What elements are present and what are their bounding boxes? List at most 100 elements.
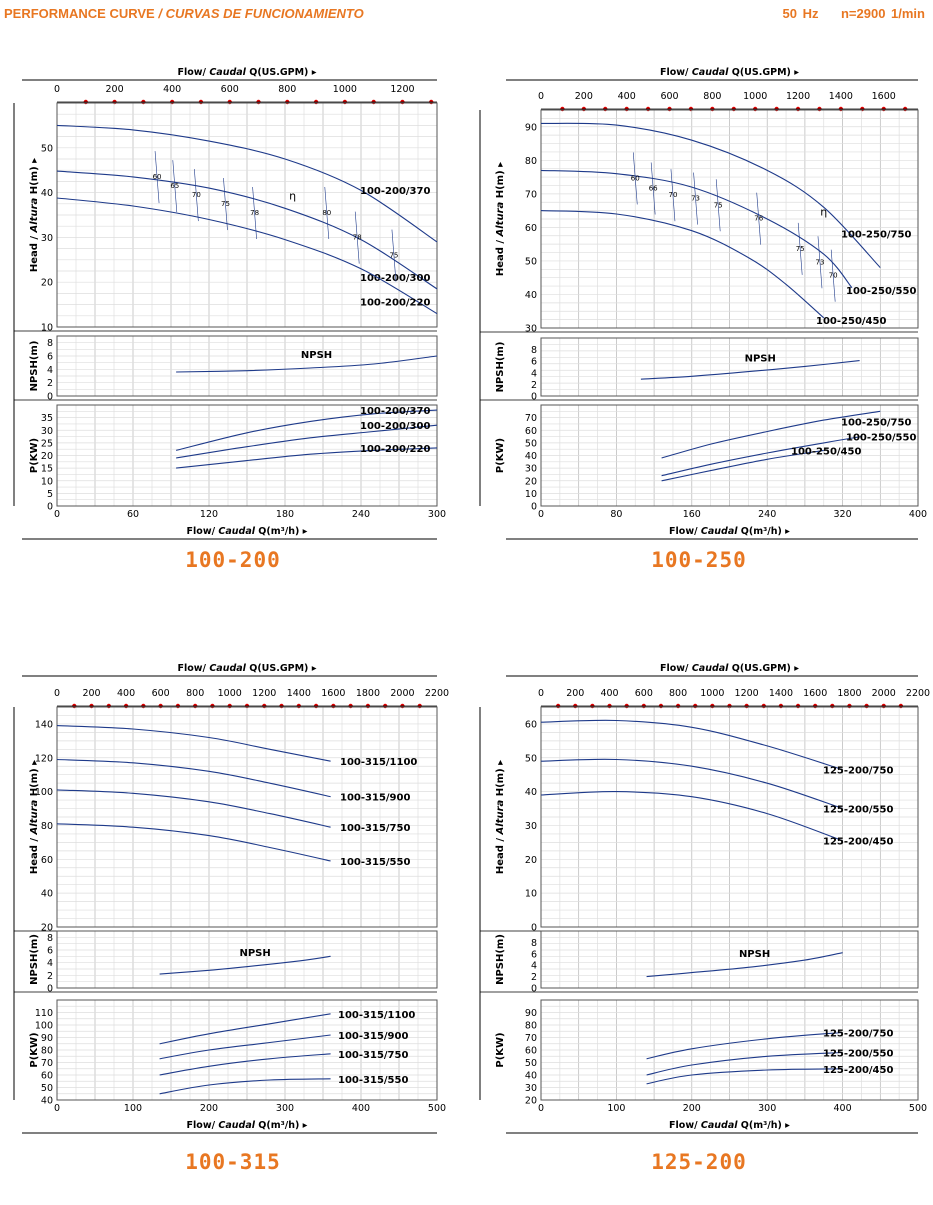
head-curve-label: 125-200/550 (823, 805, 893, 816)
npsh-tick-label: 4 (531, 368, 537, 379)
efficiency-line (223, 178, 228, 231)
npsh-tick-label: 6 (47, 352, 53, 363)
power-curve-label: 100-200/220 (360, 444, 430, 455)
gpm-tick-label: 1200 (735, 688, 759, 699)
grid (540, 109, 919, 329)
flow-tick-label: 300 (758, 1103, 776, 1114)
grid (540, 930, 919, 989)
power-axis-title: P(KW) (495, 438, 506, 473)
power-tick-label: 10 (41, 476, 53, 487)
chart-panel-100-250: Flow/ Caudal Q(US.GPM) ▸ 0 200 400 600 800 100… (466, 30, 932, 617)
power-tick-label: 20 (41, 451, 53, 462)
head-curve-label: 100-315/750 (340, 823, 410, 834)
head-curve (56, 197, 438, 315)
gpm-tick-label: 2000 (872, 688, 896, 699)
gpm-tick-label: 200 (106, 84, 124, 95)
gpm-tick-label: 400 (600, 688, 618, 699)
power-tick-label: 35 (41, 413, 53, 424)
header-title: PERFORMANCE CURVE / CURVAS DE FUNCIONAMI… (4, 6, 364, 21)
model-title: 125-200 (651, 1150, 747, 1174)
power-curve (175, 409, 438, 451)
power-tick-label: 60 (525, 426, 537, 437)
power-tick-label: 50 (525, 438, 537, 449)
chart-panel-100-200: Flow/ Caudal Q(US.GPM) ▸ 0 200 400 600 800 100… (0, 30, 466, 617)
power-curve-label: 100-250/750 (841, 417, 911, 428)
head-tick-label: 120 (35, 753, 53, 764)
head-curve-label: 100-200/220 (360, 298, 430, 309)
efficiency-label: η (289, 189, 296, 202)
model-title: 100-250 (651, 548, 747, 572)
head-curve (56, 758, 331, 798)
head-tick-label: 50 (525, 753, 537, 764)
efficiency-line (670, 169, 676, 222)
flow-tick-label: 120 (200, 509, 218, 520)
head-tick-label: 70 (525, 189, 537, 200)
efficiency-line (830, 249, 836, 302)
power-curve (661, 436, 862, 477)
power-curve-label: 125-200/550 (823, 1049, 893, 1060)
npsh-tick-label: 2 (531, 972, 537, 983)
gpm-tick-label: 1000 (333, 84, 357, 95)
efficiency-line (391, 229, 397, 282)
power-curve (661, 410, 881, 459)
gpm-tick-label: 2200 (906, 688, 930, 699)
head-tick-label: 20 (525, 855, 537, 866)
gpm-tick-label: 1000 (218, 688, 242, 699)
header-freq: 50 Hz (782, 6, 819, 21)
power-tick-label: 110 (35, 1008, 53, 1019)
gpm-tick-label: 1000 (700, 688, 724, 699)
power-curve (159, 1053, 331, 1076)
flow-tick-label: 320 (834, 509, 852, 520)
grid (540, 999, 919, 1101)
power-tick-label: 30 (525, 1083, 537, 1094)
head-curve (540, 169, 853, 289)
power-tick-label: 25 (41, 438, 53, 449)
head-curve (540, 210, 825, 319)
plot-frame (540, 999, 919, 1101)
efficiency-line (172, 160, 178, 213)
head-tick-label: 20 (41, 923, 53, 934)
gpm-tick-label: 400 (117, 688, 135, 699)
plot-frame (56, 335, 438, 397)
power-tick-label: 40 (525, 1071, 537, 1082)
page-header: PERFORMANCE CURVE / CURVAS DE FUNCIONAMI… (0, 0, 933, 28)
head-tick-label: 90 (525, 122, 537, 133)
flow-tick-label: 100 (124, 1103, 142, 1114)
head-tick-label: 60 (525, 223, 537, 234)
flow-tick-label: 160 (683, 509, 701, 520)
power-tick-label: 80 (41, 1046, 53, 1057)
npsh-tick-label: 8 (531, 938, 537, 949)
gpm-tick-label: 1600 (872, 91, 896, 102)
gpm-tick-label: 1200 (390, 84, 414, 95)
grid (540, 706, 919, 928)
power-curve-label: 100-200/370 (360, 406, 430, 417)
head-curve-label: 125-200/750 (823, 766, 893, 777)
head-curve-label: 100-315/550 (340, 857, 410, 868)
power-tick-label: 40 (41, 1096, 53, 1107)
grid (540, 404, 919, 507)
plot-frame (540, 109, 919, 329)
gpm-tick-label: 600 (152, 688, 170, 699)
power-curve (159, 1013, 331, 1045)
npsh-tick-label: 2 (531, 380, 537, 391)
head-tick-label: 10 (525, 889, 537, 900)
flow-tick-label: 300 (276, 1103, 294, 1114)
head-curve (56, 789, 331, 828)
gpm-tick-label: 0 (538, 688, 544, 699)
power-curve-label: 100-315/900 (338, 1031, 408, 1042)
npsh-tick-label: 6 (47, 946, 53, 957)
power-curve-label: 100-315/750 (338, 1050, 408, 1061)
efficiency-line (154, 151, 160, 204)
flow-tick-label: 400 (909, 509, 927, 520)
head-curve (56, 170, 438, 290)
power-tick-label: 30 (525, 464, 537, 475)
flow-tick-label: 100 (607, 1103, 625, 1114)
npsh-axis-title: NPSH(m) (29, 934, 40, 985)
gpm-tick-label: 200 (82, 688, 100, 699)
efficiency-line (194, 169, 199, 222)
gpm-tick-label: 1800 (356, 688, 380, 699)
head-curve-label: 100-315/900 (340, 793, 410, 804)
header-specs: 50 Hz n=2900 1/min (783, 6, 925, 21)
efficiency-line (817, 236, 823, 289)
head-tick-label: 40 (41, 188, 53, 199)
